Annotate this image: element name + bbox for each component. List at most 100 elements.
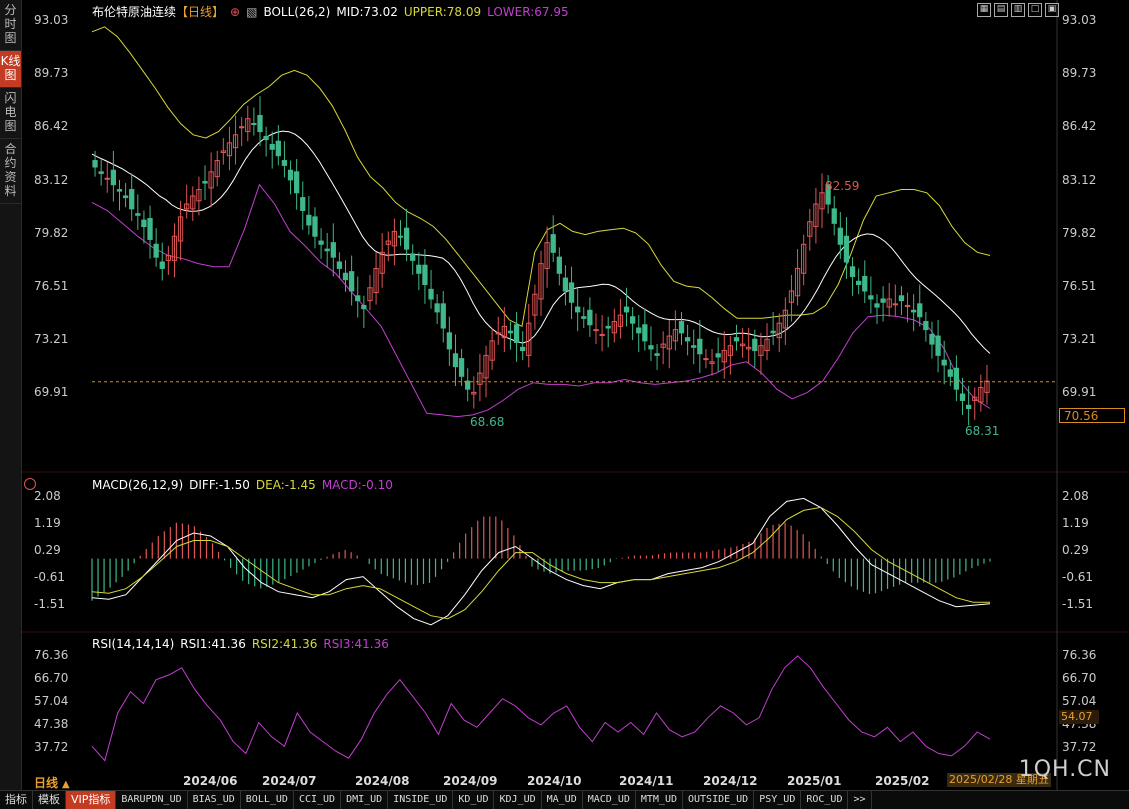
candle-body — [465, 380, 471, 390]
candle-body — [837, 227, 843, 245]
x-label: 2024/12 — [703, 774, 758, 788]
indicator-tab-vip[interactable]: VIP指标 — [66, 791, 117, 809]
price-tick-right: 93.03 — [1062, 13, 1097, 27]
candle-body — [122, 195, 129, 199]
candle-body — [135, 213, 141, 216]
tab-kline[interactable]: K线图 — [0, 51, 21, 88]
candle-body — [232, 134, 239, 149]
price-tick-left: 76.51 — [34, 278, 69, 293]
candle-body — [929, 333, 935, 345]
candle-body — [715, 353, 721, 358]
period-tag: 【日线】 — [176, 5, 225, 19]
split-icon[interactable]: ▥ — [1011, 3, 1025, 17]
indicator-tab-macdud[interactable]: MACD_UD — [583, 791, 636, 809]
chart-canvas[interactable]: 82.59 68.68 68.31 — [0, 0, 1129, 790]
candle-body — [752, 338, 758, 352]
indicator-tab-bollud[interactable]: BOLL_UD — [241, 791, 294, 809]
candle-body — [287, 169, 294, 181]
candle-body — [794, 267, 801, 297]
boll-mid: MID:73.02 — [336, 5, 398, 19]
candle-body — [562, 277, 569, 292]
layout-icon[interactable]: ▤ — [994, 3, 1008, 17]
price-tick-left: 89.73 — [34, 66, 69, 81]
candle-body — [513, 324, 520, 343]
candle-body — [177, 216, 184, 242]
price-tick-right: 69.91 — [1062, 385, 1097, 400]
price-tick-left: 86.42 — [34, 119, 69, 134]
tab-flash[interactable]: 闪电图 — [0, 88, 21, 139]
grid-icon[interactable]: ▦ — [977, 3, 991, 17]
indicator-tab-mtmud[interactable]: MTM_UD — [636, 791, 683, 809]
candle-body — [697, 338, 703, 355]
candle-body — [935, 335, 941, 356]
indicator-tab-psyud[interactable]: PSY_UD — [754, 791, 802, 809]
rsi-tick-left: 57.04 — [34, 694, 69, 708]
indicator-tab-rocud[interactable]: ROC_UD — [801, 791, 849, 809]
indicator-tab-[interactable]: 指标 — [0, 791, 33, 809]
price-tick-right: 89.73 — [1062, 66, 1097, 81]
candle-body — [892, 303, 898, 306]
maximize-icon[interactable]: □ — [1028, 3, 1042, 17]
indicator-tab-kdjud[interactable]: KDJ_UD — [494, 791, 542, 809]
window-controls: ▦ ▤ ▥ □ ▣ — [977, 3, 1059, 17]
macd-tick-right: 2.08 — [1062, 489, 1089, 503]
macd-dea-line — [91, 506, 990, 620]
boll-lower-line — [91, 183, 991, 418]
candle-body — [239, 126, 245, 129]
period-label: 日线 — [34, 776, 59, 790]
candle-body — [208, 171, 214, 189]
indicator-tab-barupdnud[interactable]: BARUPDN_UD — [116, 791, 188, 809]
price-tick-right: 83.12 — [1062, 172, 1097, 187]
indicator-tab-maud[interactable]: MA_UD — [542, 791, 583, 809]
tab-contract-info[interactable]: 合约资料 — [0, 139, 21, 204]
candle-body — [263, 135, 269, 141]
macd-tick-left: 1.19 — [34, 515, 61, 530]
date-cursor: 2025/02/28 星期五 — [947, 773, 1051, 787]
period-selector[interactable]: 日线 ▲ — [34, 774, 70, 791]
candle-body — [886, 298, 892, 308]
x-label: 2024/10 — [527, 774, 582, 788]
price-header: 布伦特原油连续【日线】 ⊕ ▧ BOLL(26,2) MID:73.02 UPPER:78… — [92, 3, 575, 20]
rsi-tick-right: 37.72 — [1062, 740, 1097, 754]
indicator-tab-[interactable]: 模板 — [33, 791, 66, 809]
indicator-tab-kdud[interactable]: KD_UD — [453, 791, 495, 809]
indicator-tab-dmiud[interactable]: DMI_UD — [341, 791, 389, 809]
indicator-tab-[interactable]: >> — [848, 791, 872, 809]
macd-tick-right: -1.51 — [1062, 597, 1094, 611]
candle-body — [458, 358, 465, 377]
candle-body — [532, 293, 538, 316]
candle-body — [709, 361, 715, 364]
candle-body — [959, 393, 966, 401]
candle-body — [300, 197, 306, 211]
candle-body — [104, 177, 110, 180]
candle-body — [556, 256, 562, 274]
candle-body — [856, 280, 862, 286]
candle-body — [660, 343, 666, 348]
candle-body — [746, 346, 752, 350]
candle-body — [141, 219, 147, 228]
indicator-tab-biasud[interactable]: BIAS_UD — [188, 791, 241, 809]
add-icon[interactable]: ⊕ — [230, 5, 241, 19]
candle-body — [721, 350, 727, 363]
restore-icon[interactable]: ▣ — [1045, 3, 1059, 17]
indicator-tab-cciud[interactable]: CCI_UD — [294, 791, 342, 809]
candle-body — [245, 118, 251, 133]
candle-body — [758, 345, 764, 356]
price-tick-right: 79.82 — [1062, 225, 1097, 240]
rsi-header: RSI(14,14,14) RSI1:41.36 RSI2:41.36 RSI3:41… — [92, 637, 395, 651]
rsi-tick-left: 37.72 — [34, 740, 69, 754]
candle-body — [312, 216, 318, 237]
watermark: 1QH.CN — [1018, 757, 1111, 782]
candle-body — [361, 304, 367, 310]
macd-settings-icon[interactable] — [24, 478, 36, 490]
candle-body — [611, 321, 617, 334]
tab-timeshare[interactable]: 分时图 — [0, 0, 21, 51]
rsi-label: RSI(14,14,14) — [92, 637, 175, 651]
indicator-tab-outsideud[interactable]: OUTSIDE_UD — [683, 791, 755, 809]
candle-body — [391, 230, 398, 247]
price-tick-left: 93.03 — [34, 13, 69, 27]
rsi-line — [91, 655, 991, 762]
candle-body — [397, 235, 404, 238]
indicator-tab-insideud[interactable]: INSIDE_UD — [388, 791, 454, 809]
candle-body — [190, 195, 196, 210]
